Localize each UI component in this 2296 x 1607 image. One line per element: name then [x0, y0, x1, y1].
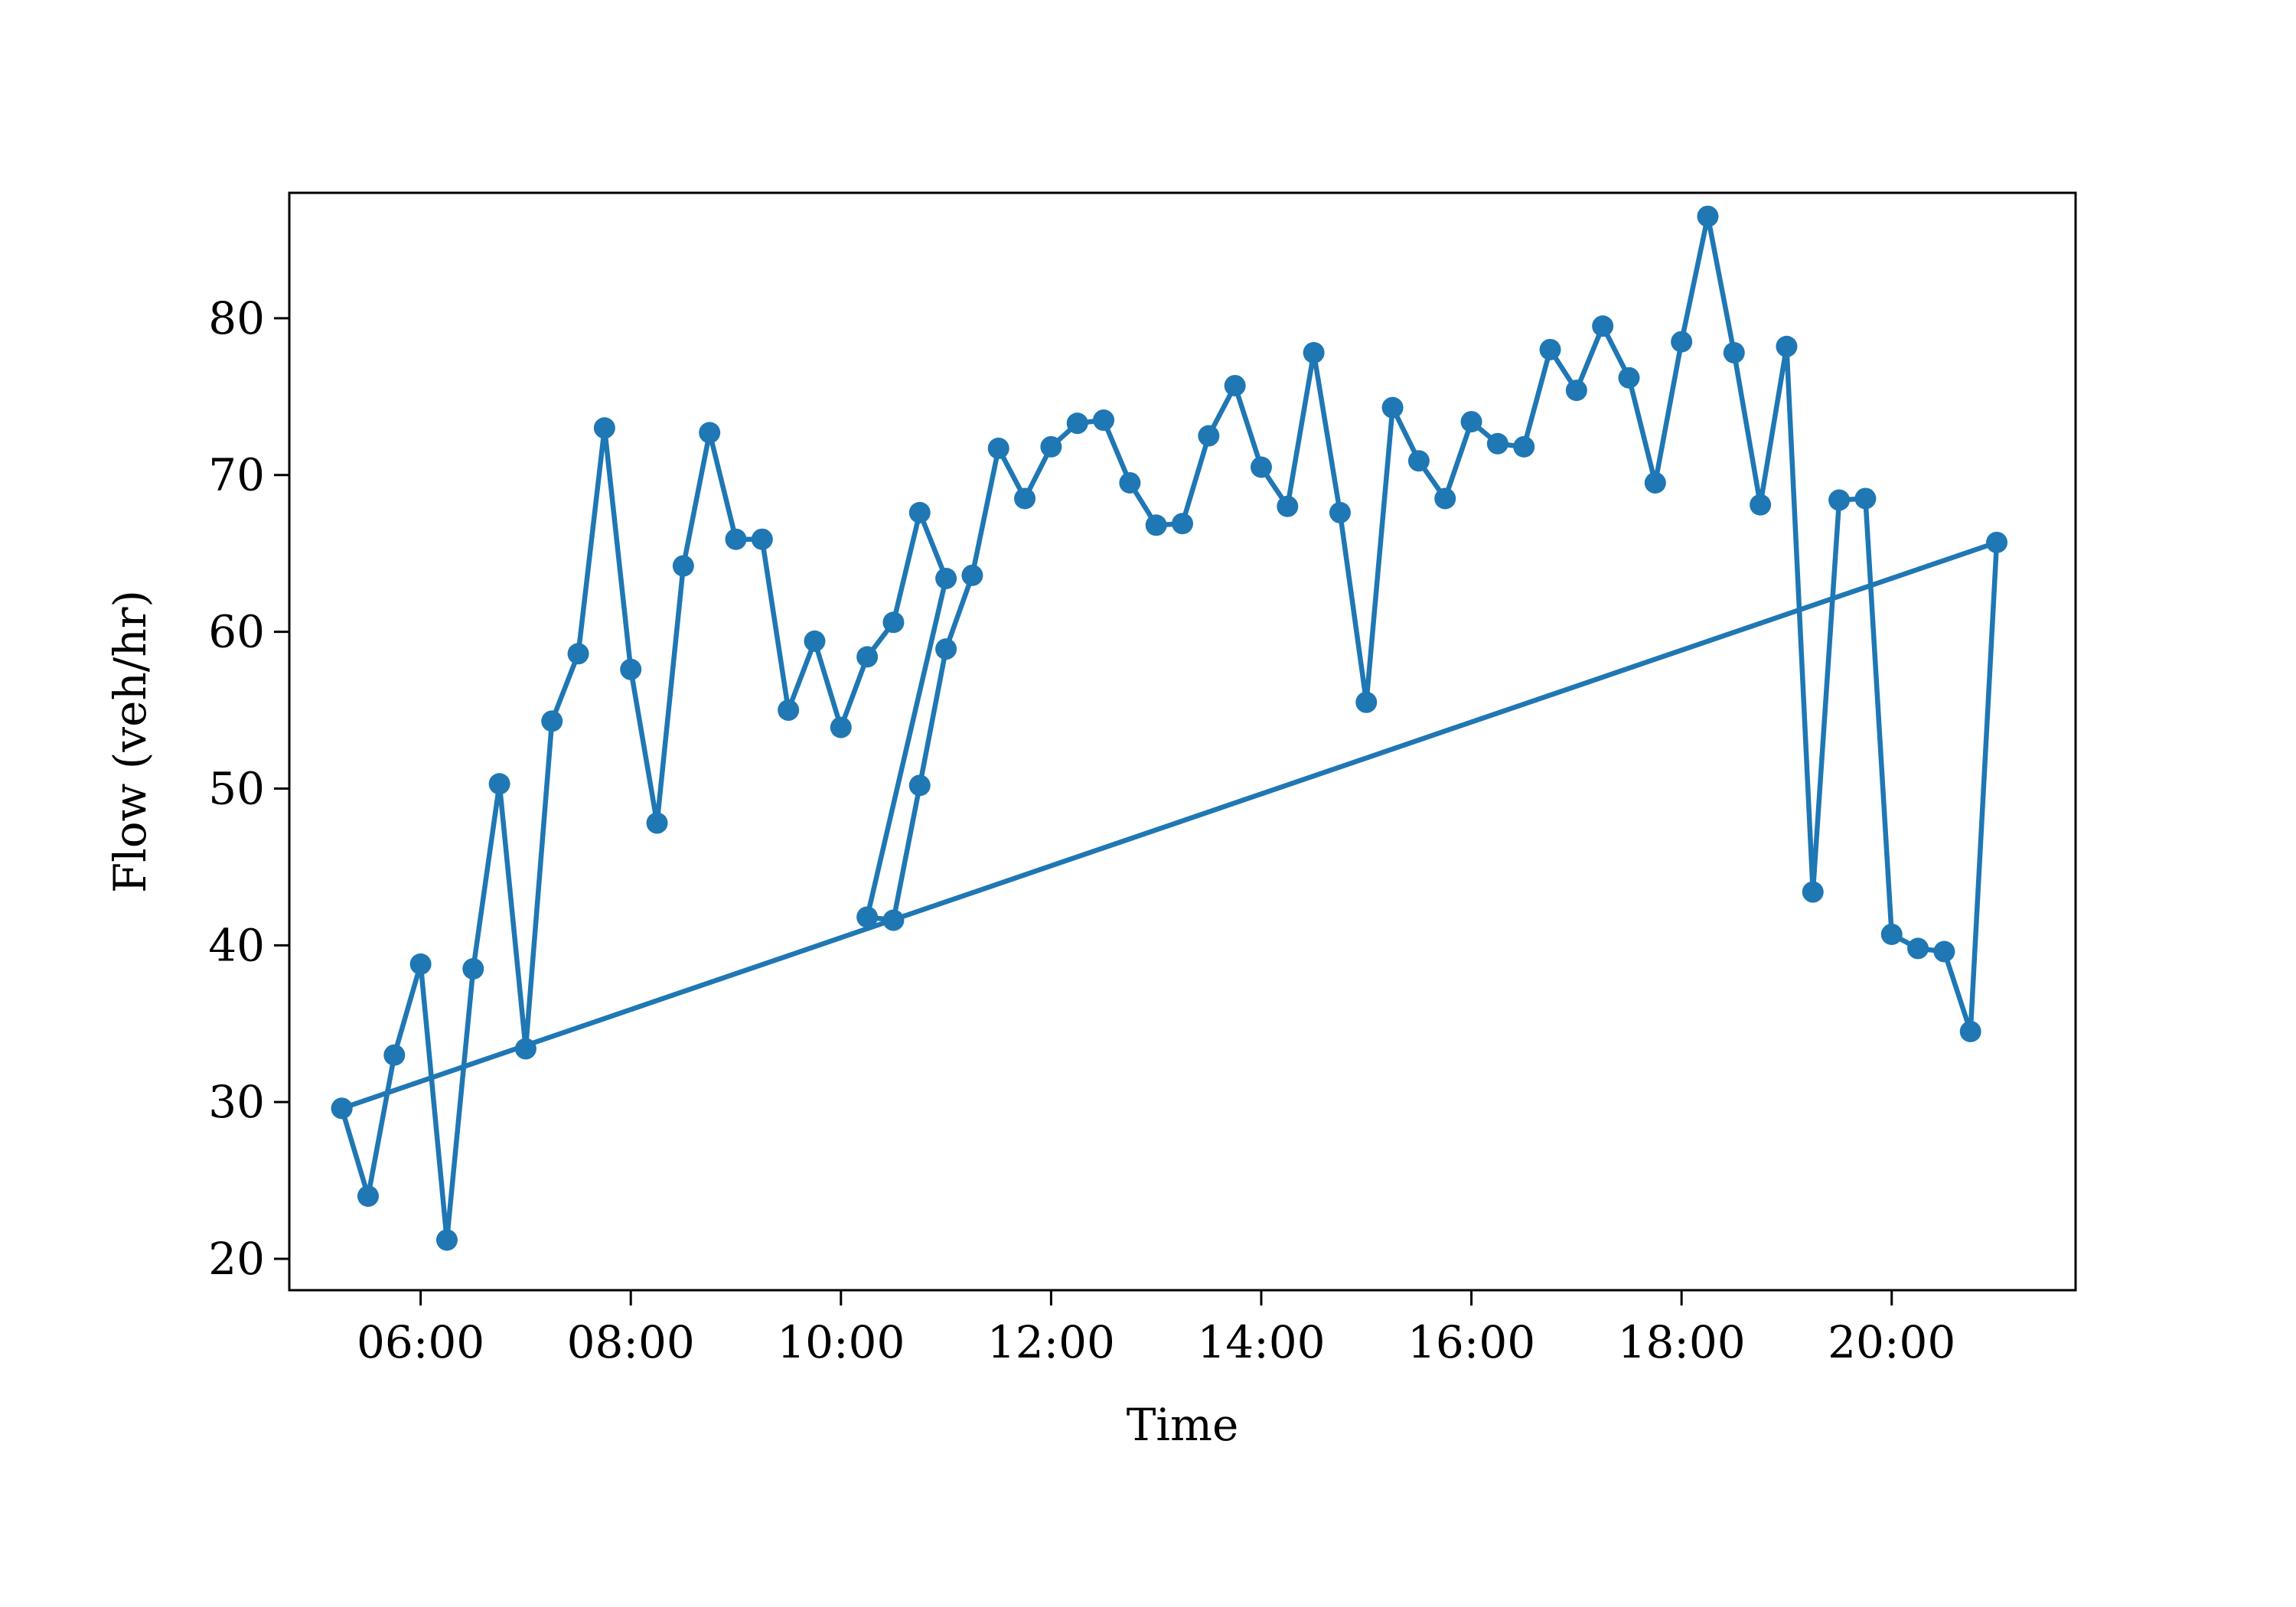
data-point	[830, 716, 852, 738]
data-point	[1145, 514, 1167, 536]
x-tick-label: 10:00	[777, 1316, 905, 1368]
data-point	[1224, 374, 1246, 396]
x-tick-label: 20:00	[1828, 1316, 1955, 1368]
data-point	[1880, 923, 1903, 945]
data-point	[1513, 435, 1535, 458]
x-axis-label: Time	[1127, 1399, 1239, 1451]
data-point	[1040, 435, 1062, 458]
data-point	[1592, 315, 1614, 337]
data-point	[804, 630, 826, 652]
data-point	[593, 417, 615, 439]
x-tick-label: 06:00	[357, 1316, 484, 1368]
data-point	[882, 909, 905, 931]
data-point	[1828, 489, 1851, 511]
data-point	[1565, 380, 1587, 402]
data-point	[1644, 471, 1666, 494]
data-point	[1329, 501, 1351, 523]
data-point	[1959, 1020, 1981, 1042]
data-point	[1776, 335, 1798, 357]
data-point	[541, 710, 563, 732]
data-point	[1066, 412, 1088, 435]
data-point	[1355, 691, 1378, 713]
data-point	[1407, 450, 1430, 472]
data-point	[961, 564, 983, 586]
data-point	[751, 528, 773, 550]
y-tick-label: 40	[208, 919, 265, 971]
data-point	[1460, 411, 1482, 433]
x-tick-label: 16:00	[1407, 1316, 1535, 1368]
data-point	[1986, 531, 2008, 553]
data-point	[1802, 881, 1824, 903]
y-axis-ticks: 20 30 40 50 60 70 80	[208, 292, 289, 1285]
data-point	[409, 953, 432, 975]
x-tick-label: 18:00	[1618, 1316, 1746, 1368]
data-point	[856, 646, 879, 668]
data-point	[1198, 425, 1220, 447]
data-point	[646, 812, 668, 834]
y-tick-label: 80	[208, 292, 265, 344]
data-point	[1303, 341, 1325, 363]
data-point	[1750, 494, 1772, 516]
y-tick-label: 20	[208, 1233, 265, 1285]
data-point	[1014, 487, 1036, 510]
data-point	[1277, 495, 1299, 517]
data-point	[908, 501, 931, 523]
data-point	[935, 567, 957, 589]
data-point	[1093, 409, 1115, 432]
data-point	[357, 1185, 379, 1208]
y-tick-label: 30	[208, 1076, 265, 1128]
y-axis-label: Flow (veh/hr)	[104, 590, 156, 893]
data-point	[1119, 471, 1141, 494]
data-point	[1933, 940, 1955, 963]
data-point	[383, 1044, 406, 1066]
series-group	[331, 205, 2008, 1251]
data-point	[567, 643, 589, 665]
data-point	[1671, 331, 1693, 353]
x-axis-ticks: 06:00 08:00 10:00 12:00 14:00 16:00 18:00 20:00	[357, 1290, 1955, 1368]
data-point	[699, 422, 721, 444]
plot-frame	[288, 191, 2077, 1292]
x-tick-label: 12:00	[987, 1316, 1115, 1368]
data-point	[1697, 205, 1719, 227]
data-point	[935, 638, 957, 660]
data-point	[778, 699, 800, 722]
data-point	[331, 1097, 353, 1120]
x-tick-label: 08:00	[567, 1316, 695, 1368]
data-point	[1723, 341, 1745, 363]
data-point	[1250, 456, 1272, 478]
data-point	[1539, 338, 1561, 360]
data-point	[435, 1229, 458, 1251]
data-point	[1172, 513, 1193, 535]
data-point	[620, 658, 642, 680]
data-point	[856, 906, 879, 928]
data-point	[1618, 367, 1640, 389]
data-point	[1854, 487, 1877, 510]
data-point	[1907, 937, 1929, 960]
data-point	[1434, 487, 1456, 510]
data-point	[882, 611, 905, 634]
y-tick-label: 50	[208, 762, 265, 814]
data-point	[672, 555, 694, 577]
data-point	[987, 437, 1009, 459]
data-point	[514, 1038, 536, 1060]
data-point	[488, 773, 510, 795]
data-point	[1486, 432, 1508, 455]
y-tick-label: 60	[208, 606, 265, 658]
data-point	[908, 774, 931, 797]
data-point	[1381, 396, 1404, 419]
x-tick-label: 14:00	[1197, 1316, 1325, 1368]
data-point	[725, 528, 747, 550]
data-point	[462, 958, 484, 980]
y-tick-label: 70	[208, 449, 265, 501]
